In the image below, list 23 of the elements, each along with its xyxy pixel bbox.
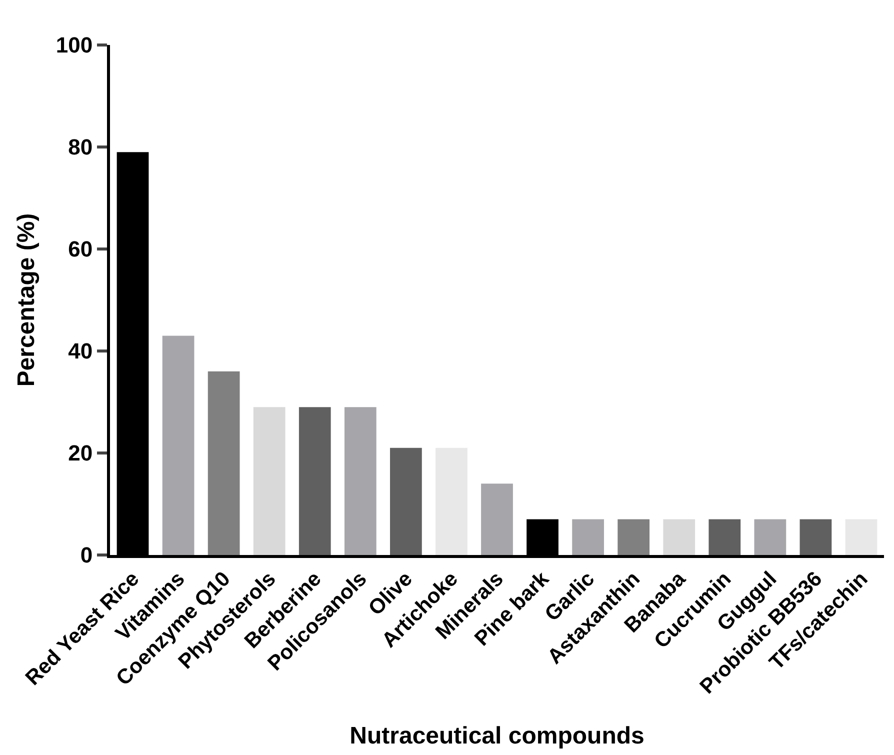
bar xyxy=(298,407,331,555)
bar xyxy=(436,448,468,555)
bar xyxy=(481,484,513,555)
bar xyxy=(754,519,786,555)
bar xyxy=(344,407,376,555)
y-tick-label: 0 xyxy=(80,542,93,568)
bar xyxy=(162,336,194,555)
bar xyxy=(618,519,650,555)
y-tick-label: 100 xyxy=(56,32,93,58)
y-tick-label: 60 xyxy=(68,236,93,262)
y-tick-label: 40 xyxy=(68,338,93,364)
bar xyxy=(800,519,832,555)
x-axis-title: Nutraceutical compounds xyxy=(350,722,644,750)
y-tick-label: 20 xyxy=(68,440,93,466)
bar xyxy=(572,519,604,555)
bar xyxy=(663,519,696,555)
bar xyxy=(708,519,741,555)
bar xyxy=(845,519,878,555)
bar xyxy=(208,371,240,555)
y-tick-label: 80 xyxy=(68,134,93,160)
bar xyxy=(253,407,286,555)
bar xyxy=(390,448,422,555)
y-axis-title: Percentage (%) xyxy=(12,213,40,387)
